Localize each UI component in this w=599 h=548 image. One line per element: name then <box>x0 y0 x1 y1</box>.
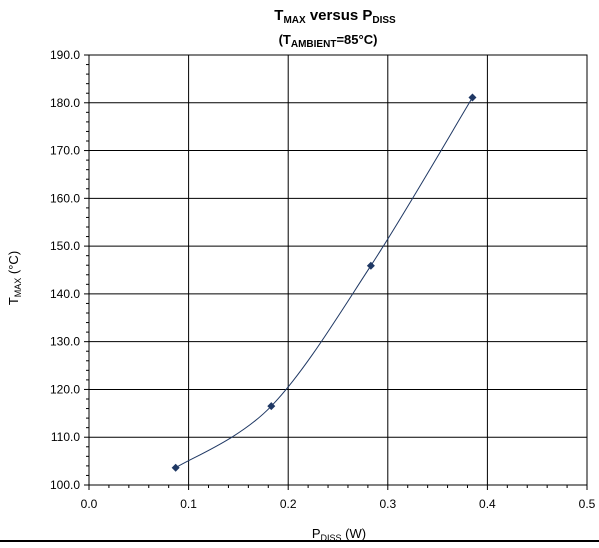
plot-frame <box>88 54 588 486</box>
horizontal-gridlines <box>89 102 587 438</box>
y-tick-label: 120.0 <box>50 382 80 396</box>
y-tick-label: 100.0 <box>50 478 80 492</box>
title-prefix: T <box>274 7 283 24</box>
y-tick-label: 160.0 <box>50 191 80 205</box>
y-tick-label: 130.0 <box>50 335 80 349</box>
y-axis-label: TMAX (°C) <box>6 251 23 305</box>
data-point <box>267 402 276 411</box>
x-minor-ticks <box>88 485 588 490</box>
title-prefix-sub: MAX <box>283 15 306 26</box>
chart-title: TMAX versus PDISS <box>274 7 396 26</box>
data-point <box>171 463 180 472</box>
y-tick-label: 170.0 <box>50 144 80 158</box>
y-minor-ticks <box>84 54 89 486</box>
xlabel-prefix: P <box>312 526 321 541</box>
data-point <box>468 93 477 102</box>
ylabel-sub: MAX <box>13 278 23 298</box>
title-mid-sub: DISS <box>372 15 396 26</box>
x-tick-label: 0.2 <box>280 497 297 511</box>
plot-area <box>89 55 587 485</box>
x-tick-label: 0.1 <box>180 497 197 511</box>
x-tick-label: 0.4 <box>479 497 496 511</box>
y-tick-label: 110.0 <box>51 430 80 444</box>
series-line <box>175 97 473 469</box>
xlabel-suffix: (W) <box>342 526 367 541</box>
data-point <box>366 261 375 270</box>
y-tick-label: 180.0 <box>50 96 80 110</box>
y-tick-label: 140.0 <box>50 287 80 301</box>
y-tick-label: 150.0 <box>50 239 80 253</box>
subtitle-suffix: =85°C) <box>336 32 377 47</box>
x-tick-labels: 0.0 0.1 0.2 0.3 0.4 0.5 <box>81 497 596 511</box>
xlabel-sub: DISS <box>321 533 342 543</box>
ylabel-suffix: (°C) <box>6 251 21 278</box>
watermark <box>110 0 225 40</box>
subtitle-prefix-sub: AMBIENT <box>291 39 337 50</box>
x-tick-label: 0.0 <box>81 497 98 511</box>
subtitle-prefix: (T <box>279 32 291 47</box>
vertical-gridlines <box>188 55 488 485</box>
y-tick-label: 190.0 <box>50 48 80 62</box>
x-tick-label: 0.5 <box>579 497 596 511</box>
series-markers <box>171 93 477 472</box>
x-tick-label: 0.3 <box>379 497 396 511</box>
x-axis-label: PDISS (W) <box>312 526 366 543</box>
ylabel-prefix: T <box>6 297 21 305</box>
chart-subtitle: (TAMBIENT=85°C) <box>279 32 378 50</box>
y-tick-labels: 100.0 110.0 120.0 130.0 140.0 150.0 160.0 170.0… <box>50 48 80 492</box>
title-mid: versus P <box>306 7 373 24</box>
